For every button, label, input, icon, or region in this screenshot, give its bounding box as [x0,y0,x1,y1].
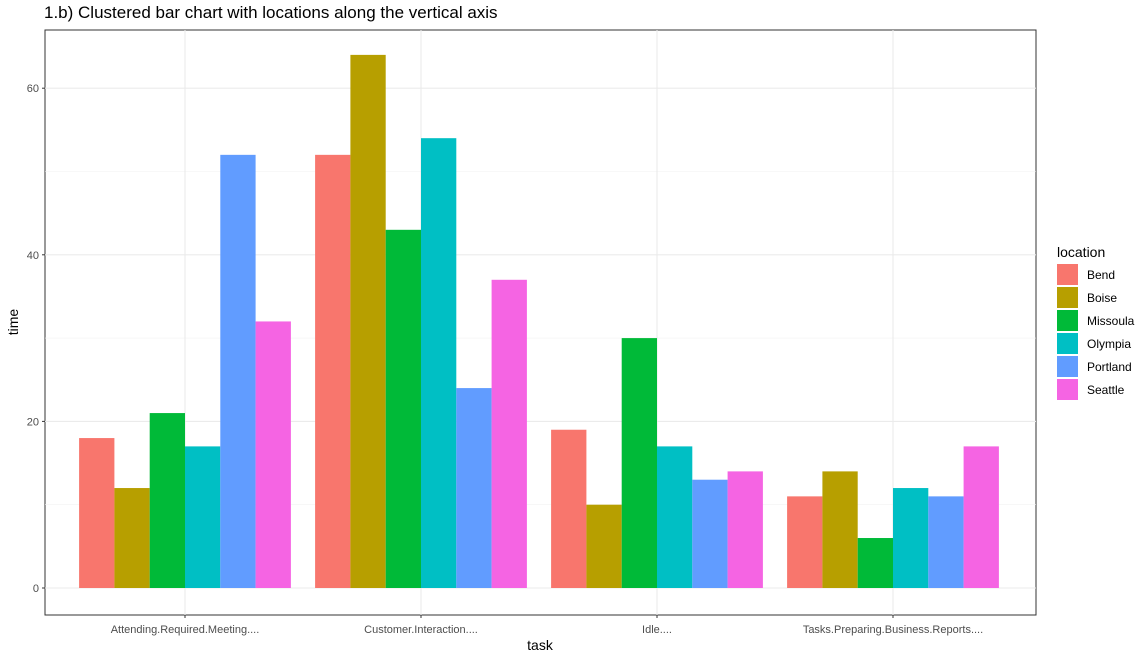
bar-seattle-2 [491,279,527,588]
bar-portland-3 [692,479,728,588]
bar-bend-3 [551,429,587,588]
legend-label-missoula: Missoula [1087,314,1135,328]
legend-label-seattle: Seattle [1087,383,1125,397]
bar-olympia-3 [657,446,693,588]
y-tick-label: 20 [27,416,39,428]
bar-olympia-1 [185,446,221,588]
legend-label-portland: Portland [1087,360,1132,374]
bar-boise-3 [586,504,622,588]
bar-portland-4 [928,496,964,588]
bar-seattle-3 [727,471,763,588]
legend-key-missoula [1057,310,1078,331]
bar-boise-4 [822,471,858,588]
bar-seattle-1 [255,321,291,588]
bar-seattle-4 [963,446,999,588]
x-axis-title: task [527,637,554,653]
bar-missoula-1 [149,413,185,588]
bar-boise-1 [114,488,150,588]
legend-key-portland [1057,356,1078,377]
x-axis-ticks: Attending.Required.Meeting.... Customer.I… [111,615,983,636]
bar-bend-4 [787,496,823,588]
legend-key-bend [1057,264,1078,285]
legend-key-boise [1057,287,1078,308]
legend: location Bend Boise Missoula Olympia Portlan… [1057,244,1135,400]
x-tick-label: Idle.... [642,624,672,636]
bar-boise-2 [350,54,386,588]
legend-title: location [1057,244,1105,260]
bar-bend-2 [315,154,351,588]
legend-label-olympia: Olympia [1087,337,1131,351]
bar-bend-1 [79,438,115,588]
legend-label-boise: Boise [1087,291,1117,305]
x-tick-label: Customer.Interaction.... [364,624,478,636]
bar-olympia-4 [893,488,929,588]
legend-key-seattle [1057,379,1078,400]
bars [79,54,999,588]
bar-missoula-3 [621,338,657,588]
bar-missoula-4 [857,538,893,588]
y-tick-label: 40 [27,250,39,262]
x-tick-label: Tasks.Preparing.Business.Reports.... [803,624,983,636]
legend-key-olympia [1057,333,1078,354]
bar-portland-2 [456,388,492,588]
chart-title: 1.b) Clustered bar chart with locations … [44,3,498,22]
y-axis-title: time [5,309,21,336]
bar-missoula-2 [385,229,421,588]
x-tick-label: Attending.Required.Meeting.... [111,624,260,636]
y-axis-ticks: 0 20 40 60 [27,83,45,595]
legend-label-bend: Bend [1087,268,1115,282]
bar-olympia-2 [421,138,457,588]
bar-portland-1 [220,154,256,588]
y-tick-label: 60 [27,83,39,95]
y-tick-label: 0 [33,583,39,595]
